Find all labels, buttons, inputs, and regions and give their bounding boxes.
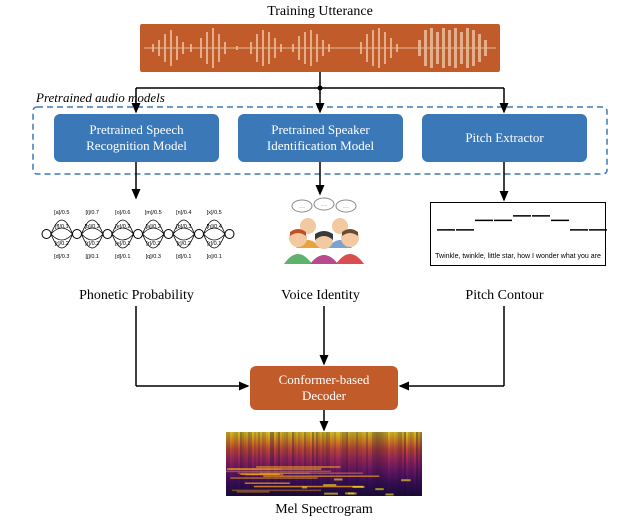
arrows-layer xyxy=(0,0,640,529)
